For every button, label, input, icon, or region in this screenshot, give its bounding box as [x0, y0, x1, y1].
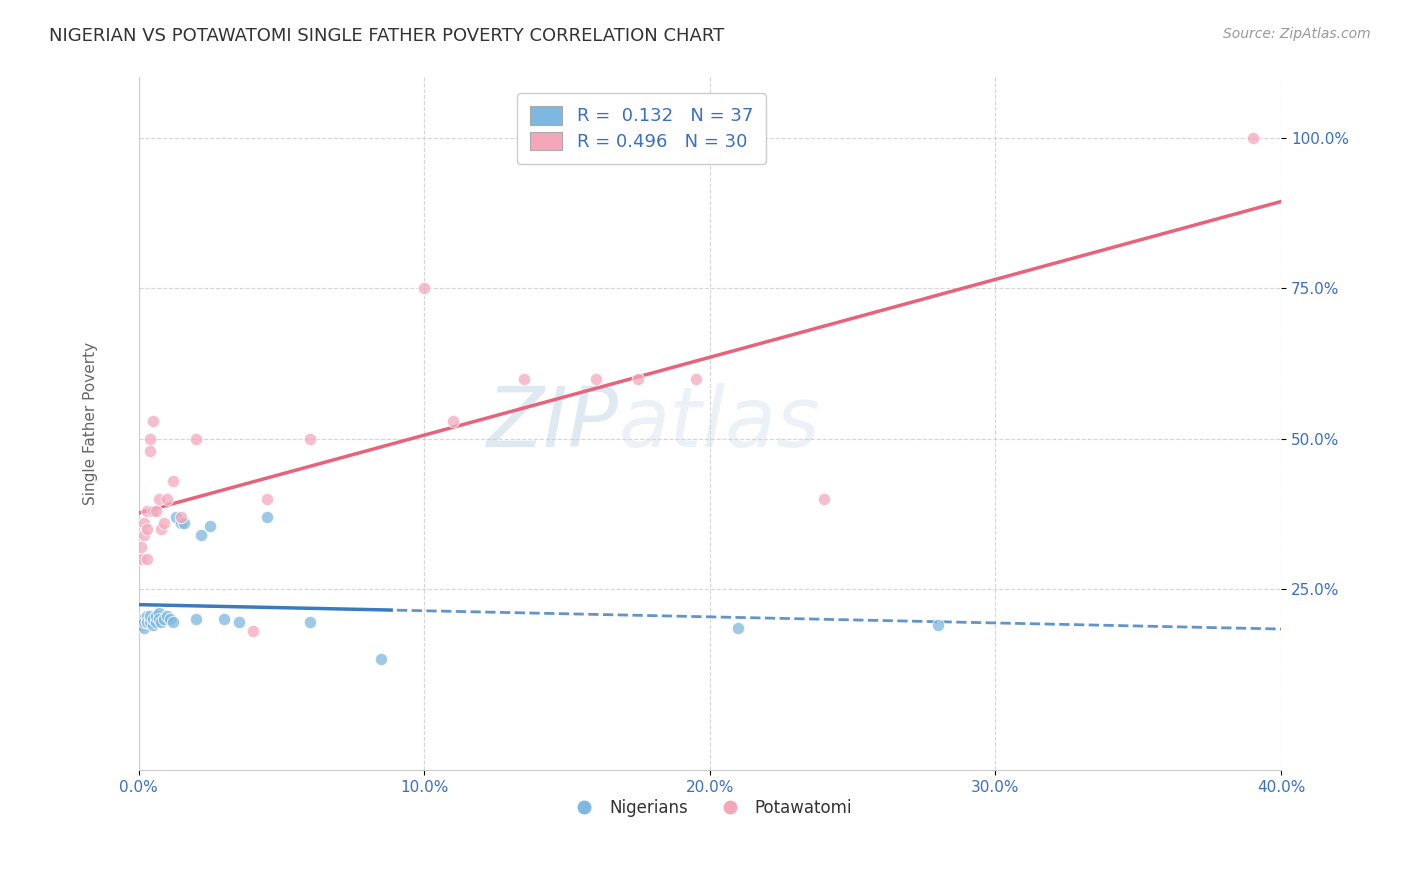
Point — [136, 522, 159, 536]
Point — [148, 612, 170, 626]
Point — [298, 432, 321, 446]
Point — [1241, 130, 1264, 145]
Point — [441, 414, 464, 428]
Point — [145, 504, 167, 518]
Point — [134, 528, 156, 542]
Point — [145, 615, 167, 630]
Point — [256, 510, 278, 524]
Point — [136, 612, 159, 626]
Point — [136, 615, 159, 630]
Point — [139, 615, 162, 630]
Point — [145, 609, 167, 624]
Point — [170, 510, 193, 524]
Point — [585, 371, 607, 385]
Text: NIGERIAN VS POTAWATOMI SINGLE FATHER POVERTY CORRELATION CHART: NIGERIAN VS POTAWATOMI SINGLE FATHER POV… — [49, 27, 724, 45]
Text: ZIP: ZIP — [486, 384, 619, 464]
Point — [139, 609, 162, 624]
Point — [142, 504, 165, 518]
Point — [162, 615, 184, 630]
Point — [131, 540, 153, 554]
Point — [131, 615, 153, 630]
Point — [173, 516, 195, 530]
Text: atlas: atlas — [619, 384, 820, 464]
Point — [685, 371, 707, 385]
Point — [165, 510, 187, 524]
Point — [184, 612, 207, 626]
Point — [142, 618, 165, 632]
Point — [150, 615, 173, 630]
Point — [150, 522, 173, 536]
Point — [162, 474, 184, 488]
Point — [813, 491, 835, 506]
Text: Single Father Poverty: Single Father Poverty — [83, 343, 98, 505]
Point — [148, 607, 170, 621]
Point — [136, 504, 159, 518]
Point — [513, 371, 536, 385]
Point — [136, 609, 159, 624]
Point — [139, 443, 162, 458]
Point — [727, 622, 749, 636]
Point — [212, 612, 235, 626]
Point — [139, 432, 162, 446]
Point — [153, 612, 176, 626]
Point — [184, 432, 207, 446]
Point — [298, 615, 321, 630]
Point — [134, 615, 156, 630]
Point — [134, 612, 156, 626]
Point — [136, 615, 159, 630]
Point — [134, 516, 156, 530]
Point — [413, 281, 436, 295]
Text: Source: ZipAtlas.com: Source: ZipAtlas.com — [1223, 27, 1371, 41]
Point — [256, 491, 278, 506]
Point — [142, 612, 165, 626]
Point — [131, 612, 153, 626]
Point — [159, 612, 181, 626]
Point — [190, 528, 212, 542]
Point — [370, 651, 392, 665]
Legend: Nigerians, Potawatomi: Nigerians, Potawatomi — [561, 793, 859, 824]
Point — [142, 414, 165, 428]
Point — [131, 552, 153, 566]
Point — [170, 516, 193, 530]
Point — [148, 491, 170, 506]
Point — [198, 519, 221, 533]
Point — [156, 609, 179, 624]
Point — [131, 618, 153, 632]
Point — [627, 371, 650, 385]
Point — [927, 618, 949, 632]
Point — [153, 516, 176, 530]
Point — [242, 624, 264, 639]
Point — [136, 552, 159, 566]
Point — [156, 491, 179, 506]
Point — [228, 615, 250, 630]
Point — [139, 612, 162, 626]
Point — [134, 622, 156, 636]
